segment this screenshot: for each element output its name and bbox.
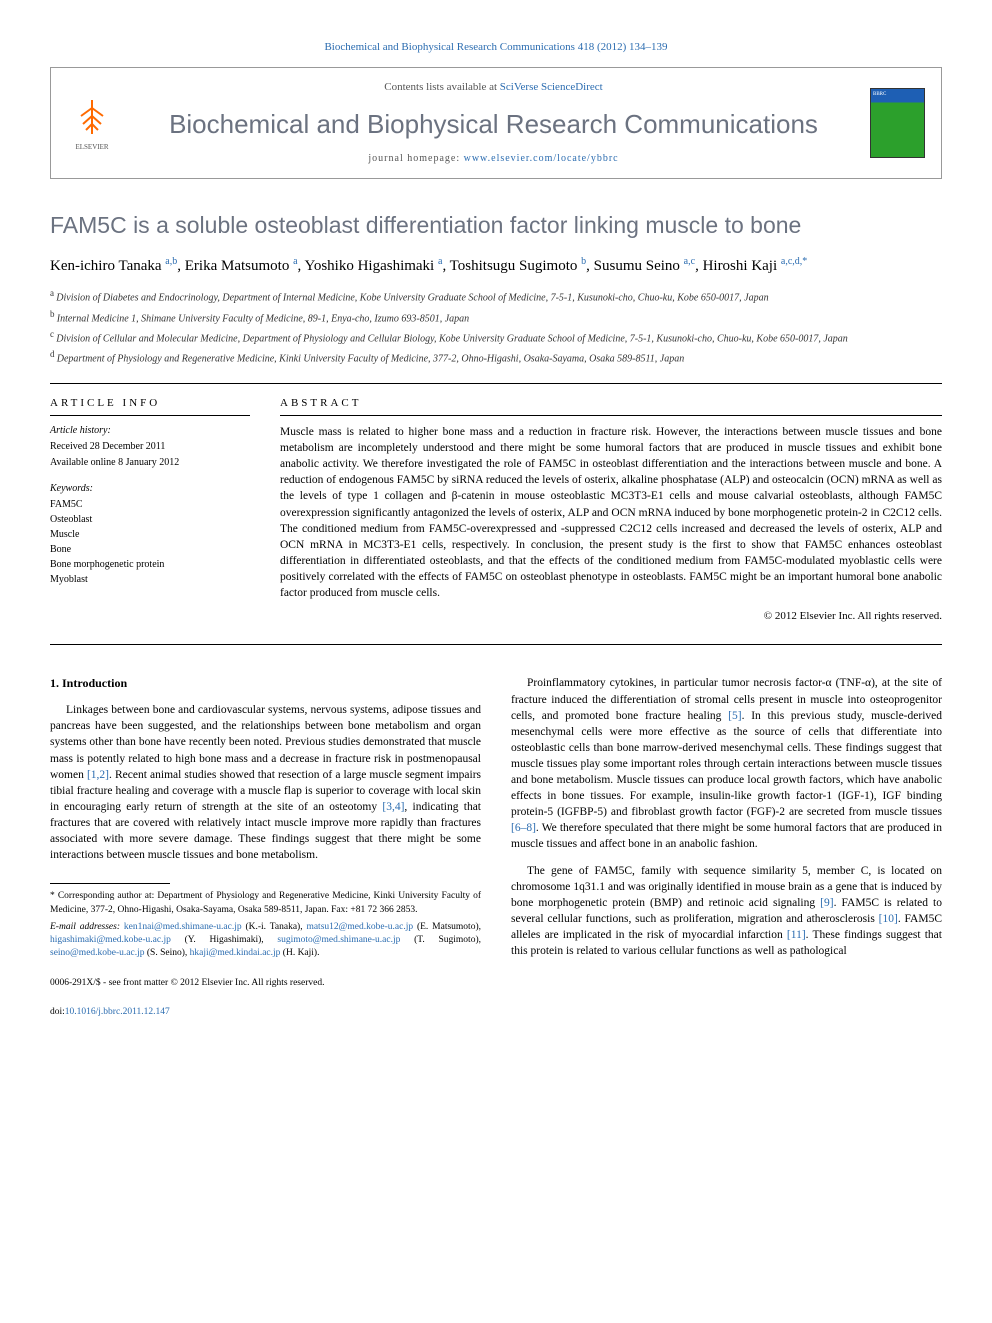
authors-line: Ken-ichiro Tanaka a,b, Erika Matsumoto a…: [50, 255, 942, 277]
available-date: Available online 8 January 2012: [50, 456, 250, 470]
keyword: Myoblast: [50, 573, 250, 587]
affiliation: c Division of Cellular and Molecular Med…: [50, 328, 942, 346]
abstract-heading: ABSTRACT: [280, 396, 942, 416]
keyword: Bone: [50, 543, 250, 557]
ref-link[interactable]: [10]: [879, 913, 898, 925]
homepage-prefix: journal homepage:: [368, 153, 463, 164]
keywords-label: Keywords:: [50, 482, 250, 496]
ref-link[interactable]: [9]: [820, 897, 833, 909]
cover-text: BBRC: [873, 91, 922, 98]
article-info-heading: ARTICLE INFO: [50, 396, 250, 416]
citation-line: Biochemical and Biophysical Research Com…: [50, 40, 942, 55]
footer-divider: [50, 883, 170, 884]
keyword: Muscle: [50, 528, 250, 542]
left-column: 1. Introduction Linkages between bone an…: [50, 675, 481, 1019]
author: Ken-ichiro Tanaka a,b: [50, 258, 177, 274]
header-box: ELSEVIER Contents lists available at Sci…: [50, 67, 942, 179]
intro-heading: 1. Introduction: [50, 675, 481, 692]
elsevier-tree-icon: [71, 96, 113, 143]
author-sup: a: [438, 256, 442, 267]
ref-link[interactable]: [5]: [728, 710, 741, 722]
email-link[interactable]: higashimaki@med.kobe-u.ac.jp: [50, 935, 171, 945]
journal-title: Biochemical and Biophysical Research Com…: [137, 106, 850, 142]
elsevier-logo: ELSEVIER: [67, 93, 117, 153]
doi-label: doi:: [50, 1007, 65, 1017]
homepage-link[interactable]: www.elsevier.com/locate/ybbrc: [464, 153, 619, 164]
abstract-copyright: © 2012 Elsevier Inc. All rights reserved…: [280, 609, 942, 624]
author-sup: a,c,d,*: [781, 256, 807, 267]
ref-link[interactable]: [3,4]: [382, 801, 404, 813]
info-abstract-row: ARTICLE INFO Article history: Received 2…: [50, 396, 942, 625]
divider: [50, 644, 942, 645]
doi-line: doi:10.1016/j.bbrc.2011.12.147: [50, 1006, 481, 1019]
article-info-block: ARTICLE INFO Article history: Received 2…: [50, 396, 250, 625]
author-sup: a: [293, 256, 297, 267]
author: Erika Matsumoto a: [185, 258, 298, 274]
abstract-block: ABSTRACT Muscle mass is related to highe…: [280, 396, 942, 625]
keyword: Bone morphogenetic protein: [50, 558, 250, 572]
author-sup: a,c: [684, 256, 695, 267]
author: Susumu Seino a,c: [594, 258, 695, 274]
header-center: Contents lists available at SciVerse Sci…: [137, 80, 850, 166]
doi-link[interactable]: 10.1016/j.bbrc.2011.12.147: [65, 1007, 170, 1017]
corresponding-author: * Corresponding author at: Department of…: [50, 890, 481, 917]
intro-para-2: Proinflammatory cytokines, in particular…: [511, 675, 942, 852]
email-link[interactable]: matsu12@med.kobe-u.ac.jp: [306, 922, 413, 932]
email-link[interactable]: sugimoto@med.shimane-u.ac.jp: [277, 935, 400, 945]
author: Toshitsugu Sugimoto b: [450, 258, 586, 274]
article-title: FAM5C is a soluble osteoblast differenti…: [50, 209, 942, 241]
email-link[interactable]: hkaji@med.kindai.ac.jp: [190, 948, 281, 958]
author-sup: a,b: [165, 256, 177, 267]
journal-cover-thumb: BBRC: [870, 88, 925, 158]
keyword: Osteoblast: [50, 513, 250, 527]
sciencedirect-link[interactable]: SciVerse ScienceDirect: [500, 81, 603, 93]
email-link[interactable]: ken1nai@med.shimane-u.ac.jp: [124, 922, 242, 932]
ref-link[interactable]: [1,2]: [87, 769, 109, 781]
email-addresses: E-mail addresses: ken1nai@med.shimane-u.…: [50, 921, 481, 961]
contents-line: Contents lists available at SciVerse Sci…: [137, 80, 850, 95]
intro-para-3: The gene of FAM5C, family with sequence …: [511, 863, 942, 960]
abstract-text: Muscle mass is related to higher bone ma…: [280, 424, 942, 601]
issn-line: 0006-291X/$ - see front matter © 2012 El…: [50, 977, 481, 990]
received-date: Received 28 December 2011: [50, 440, 250, 454]
divider: [50, 383, 942, 384]
homepage-line: journal homepage: www.elsevier.com/locat…: [137, 152, 850, 166]
keywords-list: FAM5COsteoblastMuscleBoneBone morphogene…: [50, 498, 250, 587]
intro-para-1: Linkages between bone and cardiovascular…: [50, 702, 481, 863]
ref-link[interactable]: [11]: [787, 929, 806, 941]
affiliation: b Internal Medicine 1, Shimane Universit…: [50, 308, 942, 326]
author: Hiroshi Kaji a,c,d,*: [703, 258, 808, 274]
affiliations-block: a Division of Diabetes and Endocrinology…: [50, 287, 942, 366]
right-column: Proinflammatory cytokines, in particular…: [511, 675, 942, 1019]
ref-link[interactable]: [6–8]: [511, 822, 536, 834]
contents-prefix: Contents lists available at: [384, 81, 499, 93]
affiliation: d Department of Physiology and Regenerat…: [50, 348, 942, 366]
affiliation: a Division of Diabetes and Endocrinology…: [50, 287, 942, 305]
author-sup: b: [581, 256, 586, 267]
history-label: Article history:: [50, 424, 250, 438]
author: Yoshiko Higashimaki a: [304, 258, 442, 274]
elsevier-label: ELSEVIER: [75, 143, 108, 153]
email-link[interactable]: seino@med.kobe-u.ac.jp: [50, 948, 145, 958]
email-label: E-mail addresses:: [50, 922, 124, 932]
body-columns: 1. Introduction Linkages between bone an…: [50, 675, 942, 1019]
keyword: FAM5C: [50, 498, 250, 512]
